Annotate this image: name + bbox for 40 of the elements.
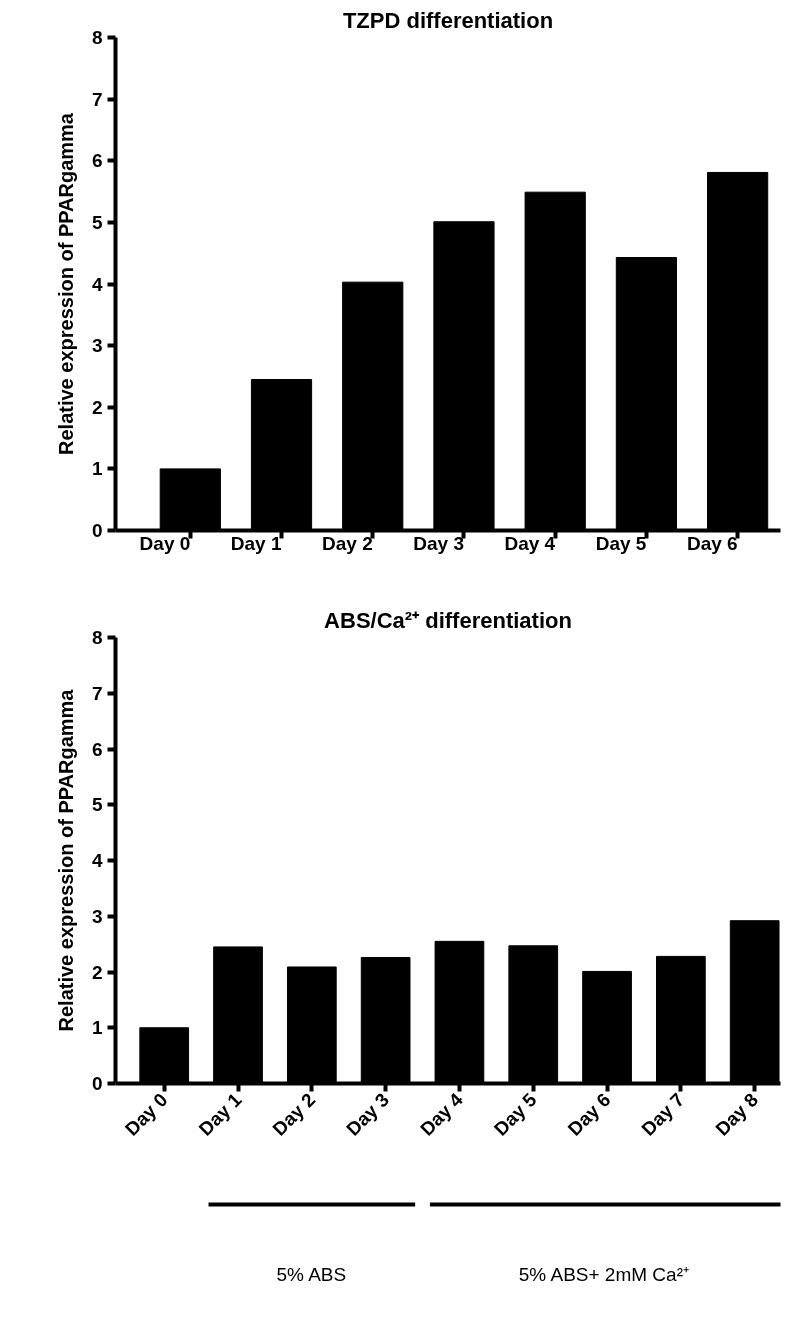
y-tick-label: 6 bbox=[91, 150, 103, 172]
y-tick-label: 7 bbox=[91, 88, 103, 110]
x-tick-label: Day 4 bbox=[416, 1088, 468, 1140]
text: 5% ABS+ 2mM Ca²⁺ bbox=[518, 1264, 689, 1285]
x-tick-label: Day 5 bbox=[595, 533, 647, 554]
y-tick-label: 8 bbox=[91, 27, 103, 48]
y-tick-label: 2 bbox=[91, 396, 103, 418]
text: 5% ABS bbox=[276, 1264, 347, 1285]
y-tick-label: 1 bbox=[91, 1017, 103, 1039]
y-axis-title: Relative expression of PPARgamma bbox=[54, 688, 77, 1032]
y-tick-label: 8 bbox=[91, 627, 103, 648]
y-tick-label: 3 bbox=[91, 335, 103, 357]
x-tick-label: Day 1 bbox=[194, 1088, 246, 1140]
x-tick-label: Day 1 bbox=[230, 533, 282, 554]
x-tick-label: Day 5 bbox=[489, 1088, 541, 1140]
y-tick-label: 0 bbox=[91, 520, 103, 541]
y-tick-label: 1 bbox=[91, 458, 103, 480]
y-tick-label: 5 bbox=[91, 794, 103, 816]
y-tick-label: 4 bbox=[91, 273, 103, 295]
x-tick-label: Day 6 bbox=[686, 533, 738, 554]
y-tick-label: 2 bbox=[91, 961, 103, 983]
y-tick-label: 3 bbox=[91, 905, 103, 927]
y-tick-label: 7 bbox=[91, 682, 103, 704]
x-tick-label: Day 0 bbox=[139, 533, 191, 554]
x-tick-label: Day 6 bbox=[563, 1089, 615, 1140]
y-tick-label: 5 bbox=[91, 211, 103, 233]
y-axis-title: Relative expression of PPARgamma bbox=[54, 112, 77, 455]
x-tick-label: Day 3 bbox=[342, 1089, 394, 1140]
x-tick-label: Day 2 bbox=[322, 533, 373, 554]
x-tick-label: Day 3 bbox=[413, 533, 464, 554]
x-tick-label: Day 4 bbox=[504, 533, 556, 554]
chart-title: TZPD differentiation bbox=[342, 7, 554, 33]
chart-title: ABS/Ca²⁺ differentiation bbox=[324, 607, 572, 633]
x-tick-label: Day 8 bbox=[711, 1089, 763, 1140]
y-tick-label: 6 bbox=[91, 738, 103, 760]
x-tick-label: Day 0 bbox=[120, 1089, 172, 1140]
y-tick-label: 0 bbox=[91, 1073, 103, 1094]
y-tick-label: 4 bbox=[91, 850, 103, 871]
x-tick-label: Day 7 bbox=[637, 1089, 689, 1140]
x-tick-label: Day 2 bbox=[268, 1089, 320, 1140]
